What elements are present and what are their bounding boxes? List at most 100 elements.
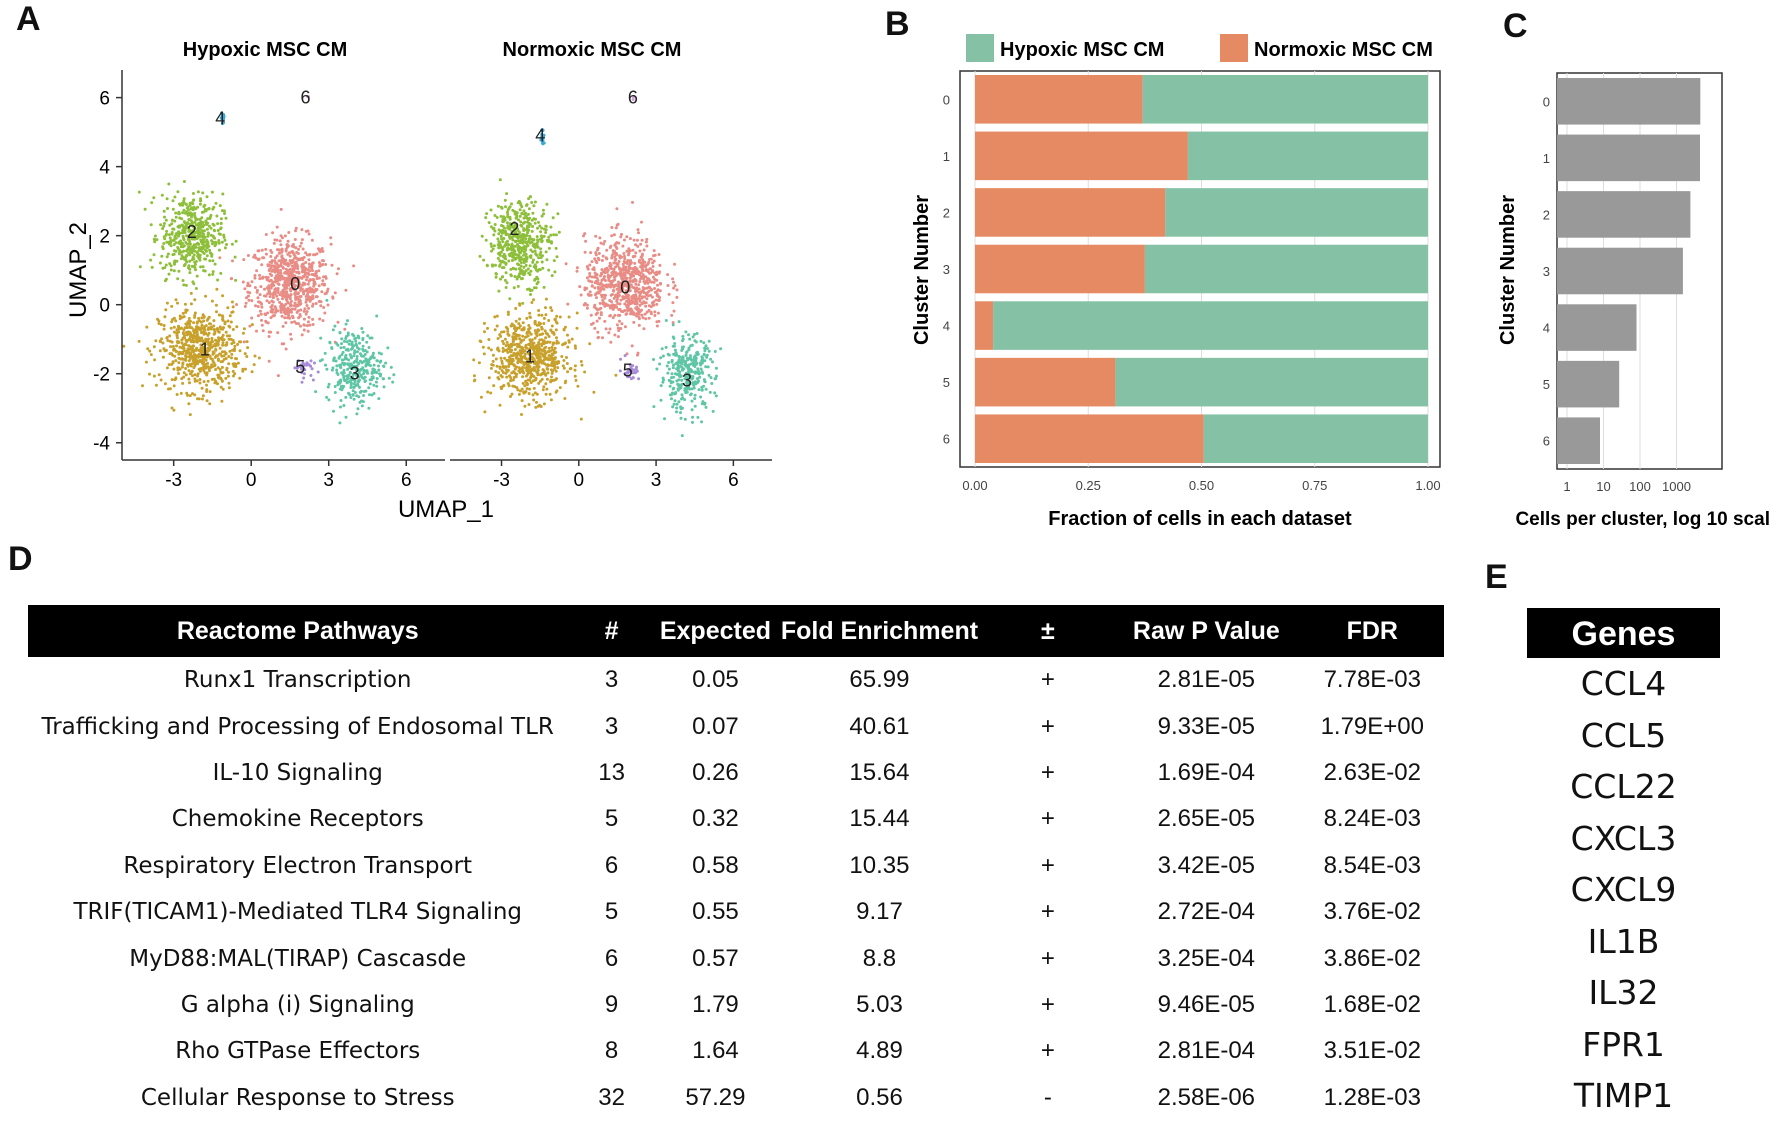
umap-point bbox=[527, 392, 531, 395]
umap-point bbox=[355, 357, 359, 361]
umap-point bbox=[655, 289, 659, 293]
umap-point bbox=[633, 371, 637, 375]
umap-point bbox=[667, 378, 671, 382]
umap-point bbox=[244, 367, 247, 371]
umap-point bbox=[556, 366, 560, 370]
umap-point bbox=[176, 231, 180, 235]
umap-point bbox=[635, 272, 639, 276]
umap-point bbox=[525, 387, 529, 391]
umap-point bbox=[687, 365, 691, 369]
umap-x-tick-label: 3 bbox=[651, 470, 662, 491]
umap-point bbox=[514, 319, 518, 323]
umap-y-axis-title: UMAP_2 bbox=[65, 222, 92, 318]
umap-point bbox=[165, 232, 168, 236]
umap-point bbox=[713, 391, 717, 395]
umap-point bbox=[204, 337, 208, 341]
umap-point bbox=[202, 205, 206, 208]
umap-point bbox=[172, 269, 176, 273]
umap-point bbox=[489, 208, 493, 212]
umap-point bbox=[640, 220, 643, 224]
umap-point bbox=[183, 221, 187, 225]
umap-point bbox=[352, 354, 356, 358]
umap-point bbox=[521, 301, 525, 305]
umap-point bbox=[494, 263, 497, 267]
umap-point bbox=[680, 434, 684, 438]
umap-point bbox=[332, 409, 335, 413]
umap-point bbox=[573, 368, 577, 372]
count-bar bbox=[1557, 417, 1600, 464]
umap-point bbox=[230, 352, 234, 356]
umap-point bbox=[204, 221, 208, 225]
umap-point bbox=[610, 256, 614, 260]
umap-point bbox=[190, 233, 194, 237]
umap-point bbox=[496, 204, 500, 208]
umap-point bbox=[223, 322, 227, 326]
umap-point bbox=[614, 283, 618, 287]
umap-point bbox=[176, 277, 180, 281]
umap-point bbox=[221, 387, 225, 391]
umap-point bbox=[291, 277, 295, 281]
umap-point bbox=[356, 383, 360, 387]
umap-point bbox=[629, 283, 633, 287]
umap-point bbox=[528, 311, 532, 315]
umap-point bbox=[153, 240, 157, 244]
umap-point bbox=[635, 289, 638, 293]
umap-point bbox=[517, 274, 521, 278]
x-tick-label-b: 0.00 bbox=[962, 478, 987, 493]
umap-point bbox=[289, 337, 293, 341]
umap-point bbox=[313, 361, 316, 365]
umap-point bbox=[148, 372, 151, 376]
umap-point bbox=[506, 313, 510, 316]
umap-point bbox=[219, 217, 223, 221]
umap-point bbox=[671, 301, 675, 305]
umap-point bbox=[193, 313, 197, 317]
umap-point bbox=[311, 323, 315, 326]
umap-point bbox=[528, 216, 532, 220]
umap-point bbox=[501, 346, 505, 350]
umap-point bbox=[339, 399, 343, 402]
umap-point bbox=[210, 357, 214, 361]
umap-point bbox=[533, 221, 537, 225]
umap-point bbox=[222, 354, 226, 358]
umap-point bbox=[197, 319, 201, 323]
umap-point bbox=[681, 334, 685, 338]
umap-point bbox=[374, 380, 378, 384]
umap-point bbox=[298, 258, 302, 262]
umap-point bbox=[671, 405, 675, 409]
umap-point bbox=[199, 367, 203, 371]
umap-point bbox=[195, 325, 199, 329]
umap-point bbox=[510, 357, 514, 361]
umap-point bbox=[282, 304, 286, 308]
umap-point bbox=[174, 376, 178, 380]
umap-point bbox=[533, 336, 537, 340]
umap-point bbox=[305, 324, 309, 328]
umap-point bbox=[197, 248, 201, 252]
umap-point bbox=[160, 193, 164, 197]
umap-point bbox=[319, 336, 323, 340]
umap-point bbox=[293, 307, 297, 311]
umap-point bbox=[375, 384, 379, 388]
umap-point bbox=[693, 397, 697, 401]
umap-point bbox=[175, 393, 179, 396]
umap-point bbox=[392, 373, 396, 377]
umap-point bbox=[535, 331, 539, 335]
umap-point bbox=[338, 355, 342, 358]
umap-point bbox=[555, 255, 559, 259]
umap-point bbox=[494, 370, 498, 373]
umap-point bbox=[375, 314, 379, 318]
umap-point bbox=[289, 274, 293, 278]
umap-point bbox=[518, 241, 522, 245]
umap-point bbox=[525, 228, 529, 232]
umap-point bbox=[188, 259, 192, 263]
umap-point bbox=[213, 363, 217, 367]
umap-point bbox=[702, 353, 706, 357]
umap-point bbox=[353, 391, 357, 394]
umap-point bbox=[307, 262, 311, 266]
umap-point bbox=[297, 322, 300, 326]
umap-point bbox=[694, 340, 698, 344]
umap-point bbox=[378, 360, 382, 364]
umap-point bbox=[329, 236, 333, 240]
table-row: Rho GTPase Effectors 8 1.64 4.89 +2.81E-04 3.… bbox=[28, 1028, 1444, 1074]
umap-point bbox=[304, 295, 308, 298]
umap-point bbox=[548, 392, 552, 396]
